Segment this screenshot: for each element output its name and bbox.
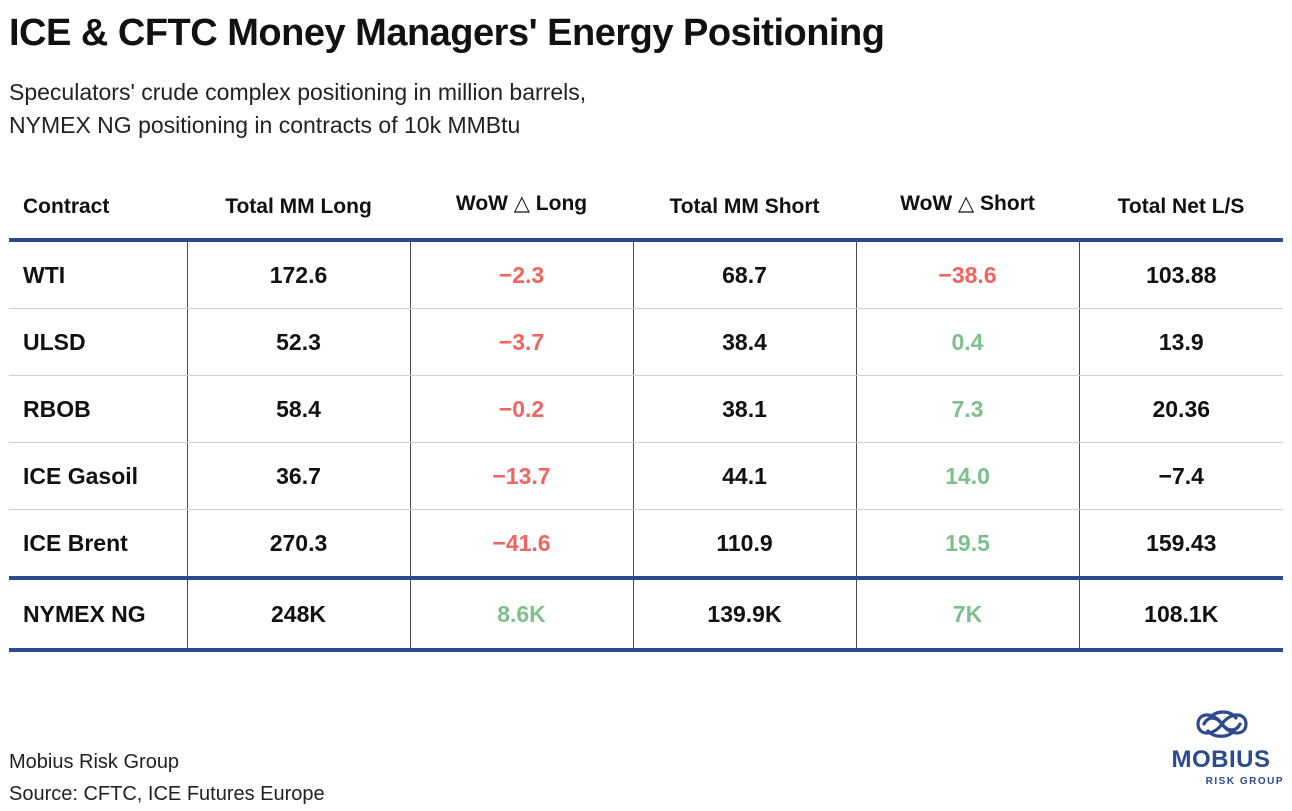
contract-cell: ICE Gasoil — [9, 442, 187, 510]
table-row: RBOB 58.4 −0.2 38.1 7.3 20.36 — [9, 375, 1283, 443]
logo-wordmark: MOBIUS — [1171, 746, 1271, 773]
footer: Mobius Risk Group Source: CFTC, ICE Futu… — [9, 746, 325, 810]
wow-short-cell: 7K — [855, 578, 1079, 652]
wow-short-cell: 14.0 — [855, 442, 1079, 510]
table-row: NYMEX NG 248K 8.6K 139.9K 7K 108.1K — [9, 578, 1283, 652]
contract-cell: ICE Brent — [9, 509, 187, 580]
long-cell: 52.3 — [186, 308, 410, 376]
wow-short-cell: −38.6 — [855, 240, 1079, 309]
subtitle-line: Speculators' crude complex positioning i… — [9, 79, 587, 105]
wow-short-cell: 19.5 — [855, 509, 1079, 580]
source-line: Source: CFTC, ICE Futures Europe — [9, 783, 325, 805]
column-header-wow-long: WoW △ Long — [410, 176, 633, 242]
table-row: WTI 172.6 −2.3 68.7 −38.6 103.88 — [9, 240, 1283, 309]
long-cell: 36.7 — [186, 442, 410, 510]
net-cell: 108.1K — [1078, 578, 1283, 652]
contract-cell: NYMEX NG — [9, 578, 187, 652]
short-cell: 38.1 — [632, 375, 856, 443]
long-cell: 248K — [186, 578, 410, 652]
short-cell: 38.4 — [632, 308, 856, 376]
header-row: Contract Total MM Long WoW △ Long Total … — [9, 176, 1283, 242]
column-header-total-short: Total MM Short — [633, 176, 856, 242]
wow-long-cell: −0.2 — [409, 375, 633, 443]
column-header-wow-short: WoW △ Short — [856, 176, 1079, 242]
source-org: Mobius Risk Group — [9, 751, 180, 773]
table-row: ICE Brent 270.3 −41.6 110.9 19.5 159.43 — [9, 509, 1283, 580]
wow-long-cell: 8.6K — [409, 578, 633, 652]
column-header-label: WoW △ Long — [455, 191, 588, 215]
long-cell: 172.6 — [186, 240, 410, 309]
long-cell: 58.4 — [186, 375, 410, 443]
subtitle: Speculators' crude complex positioning i… — [9, 76, 586, 142]
short-cell: 68.7 — [632, 240, 856, 309]
page-title: ICE & CFTC Money Managers' Energy Positi… — [9, 12, 885, 54]
column-header-contract: Contract — [9, 176, 187, 242]
net-cell: 159.43 — [1078, 509, 1283, 580]
net-cell: −7.4 — [1078, 442, 1283, 510]
contract-cell: ULSD — [9, 308, 187, 376]
short-cell: 44.1 — [632, 442, 856, 510]
column-header-total-long: Total MM Long — [187, 176, 410, 242]
net-cell: 20.36 — [1078, 375, 1283, 443]
wow-long-cell: −3.7 — [409, 308, 633, 376]
logo-tagline: RISK GROUP — [1205, 776, 1284, 787]
net-cell: 13.9 — [1078, 308, 1283, 376]
short-cell: 139.9K — [632, 578, 856, 652]
wow-short-cell: 7.3 — [855, 375, 1079, 443]
positioning-table: Contract Total MM Long WoW △ Long Total … — [9, 176, 1283, 652]
wow-long-cell: −41.6 — [409, 509, 633, 580]
long-cell: 270.3 — [186, 509, 410, 580]
infinity-knot-icon — [1196, 710, 1248, 738]
subtitle-line: NYMEX NG positioning in contracts of 10k… — [9, 112, 521, 138]
wow-long-cell: −13.7 — [409, 442, 633, 510]
wow-short-cell: 0.4 — [855, 308, 1079, 376]
contract-cell: RBOB — [9, 375, 187, 443]
table-row: ULSD 52.3 −3.7 38.4 0.4 13.9 — [9, 308, 1283, 376]
contract-cell: WTI — [9, 240, 187, 309]
short-cell: 110.9 — [632, 509, 856, 580]
wow-long-cell: −2.3 — [409, 240, 633, 309]
net-cell: 103.88 — [1078, 240, 1283, 309]
table-row: ICE Gasoil 36.7 −13.7 44.1 14.0 −7.4 — [9, 442, 1283, 510]
mobius-logo: MOBIUS RISK GROUP — [1158, 706, 1284, 790]
column-header-net: Total Net L/S — [1079, 176, 1283, 242]
column-header-label: WoW △ Short — [900, 191, 1035, 215]
